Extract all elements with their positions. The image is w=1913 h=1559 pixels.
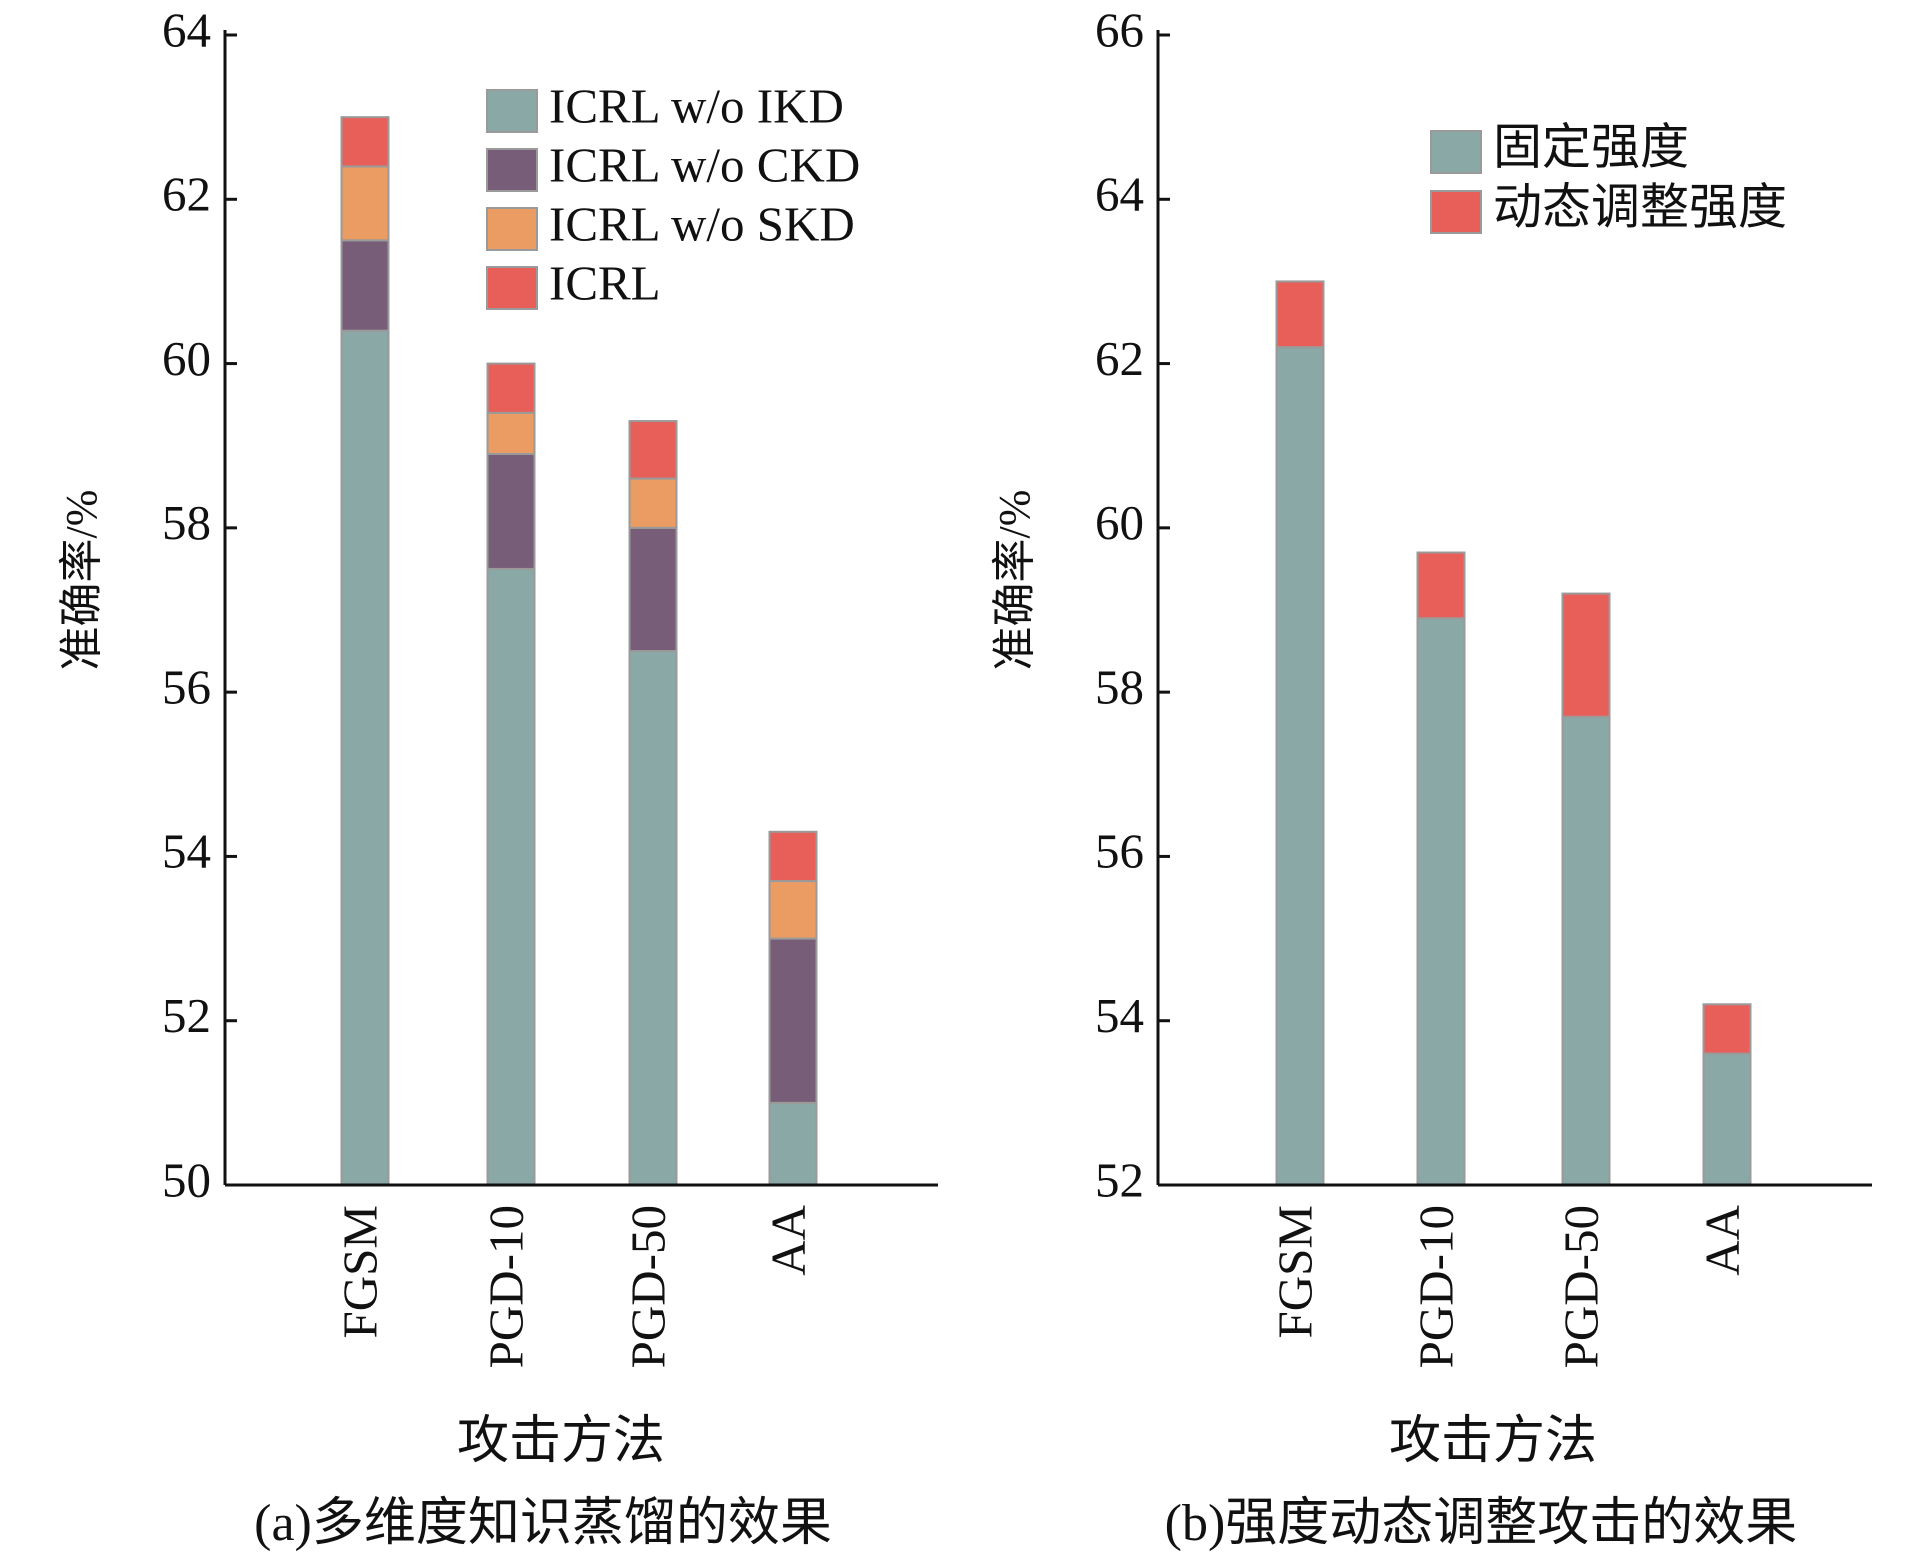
bar-segment [628,650,678,1186]
x-tick-label: FGSM [332,1205,387,1338]
legend-swatch [486,207,538,251]
bar-segment [768,937,818,1104]
y-axis-label: 准确率/% [990,490,1039,671]
legend-label: ICRL w/o SKD [549,196,855,251]
y-tick-label: 54 [162,824,211,879]
legend-label: 固定强度 [1493,119,1689,174]
bar-segment [340,165,390,242]
bar-segment [628,420,678,480]
x-tick-label: FGSM [1267,1205,1322,1338]
legend-swatch [486,266,538,310]
y-axis-label: 准确率/% [57,490,106,671]
bar-segment [486,411,536,455]
y-tick-label: 52 [162,988,211,1043]
bar-segment [340,329,390,1186]
caption: (b)强度动态调整攻击的效果 [1165,1495,1798,1552]
y-tick-label: 64 [1095,167,1144,222]
bar-segment [486,567,536,1186]
legend-swatch [486,148,538,192]
y-tick-label: 62 [1095,331,1144,386]
x-axis-label: 攻击方法 [1389,1413,1597,1470]
y-tick-label: 58 [1095,659,1144,714]
y-tick-label: 56 [1095,824,1144,879]
y-tick-label: 62 [162,167,211,222]
legend-label: ICRL [549,255,661,310]
bar-segment [340,239,390,332]
legend-label: ICRL w/o IKD [549,78,844,133]
x-tick-label: PGD-50 [1553,1205,1608,1368]
x-axis-label: 攻击方法 [457,1413,665,1470]
bar-segment [628,526,678,653]
bar-segment [486,452,536,570]
bar-segment [628,477,678,529]
x-tick-label: AA [1694,1204,1749,1275]
bar-segment [1416,617,1466,1186]
y-tick-label: 52 [1095,1152,1144,1207]
bar-segment [1702,1052,1752,1186]
bar-segment [1275,280,1325,349]
legend-swatch [1430,130,1482,174]
x-tick-label: PGD-50 [620,1205,675,1368]
bar-segment [768,830,818,883]
x-tick-label: AA [760,1204,815,1275]
bar-segment [1561,715,1611,1186]
y-tick-label: 66 [1095,2,1144,57]
x-tick-label: PGD-10 [1408,1205,1463,1368]
bar-segment [486,362,536,414]
y-tick-label: 60 [1095,495,1144,550]
bar-segment [768,880,818,940]
x-tick-label: PGD-10 [478,1205,533,1368]
bar-segment [1561,592,1611,718]
bar-segment [768,1101,818,1187]
legend-swatch [1430,190,1482,234]
bar-segment [1275,346,1325,1186]
bar-segment [1702,1003,1752,1055]
bar-segment [340,116,390,168]
y-tick-label: 60 [162,331,211,386]
legend-swatch [486,89,538,133]
caption: (a)多维度知识蒸馏的效果 [254,1495,832,1552]
legend-label: 动态调整强度 [1493,179,1787,234]
legend-label: ICRL w/o CKD [549,137,860,192]
y-tick-label: 58 [162,495,211,550]
y-tick-label: 54 [1095,988,1144,1043]
bar-segment [1416,551,1466,620]
y-tick-label: 56 [162,659,211,714]
y-tick-label: 50 [162,1152,211,1207]
y-tick-label: 64 [162,2,211,57]
